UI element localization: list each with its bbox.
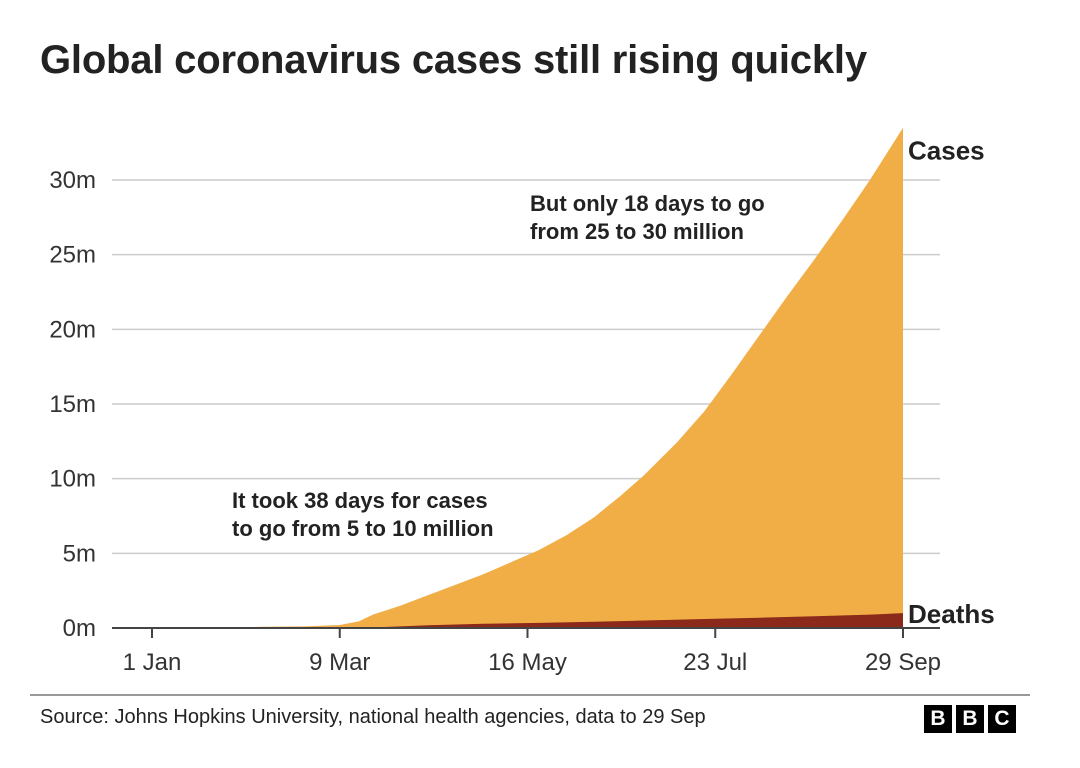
bbc-logo-letter: B	[924, 705, 952, 733]
bbc-logo-letter: B	[956, 705, 984, 733]
x-tick-label: 23 Jul	[683, 649, 747, 676]
y-tick-label: 25m	[49, 242, 96, 269]
y-tick-label: 15m	[49, 391, 96, 418]
y-tick-label: 5m	[63, 540, 96, 567]
series-label-deaths: Deaths	[908, 599, 995, 629]
annotation-text: from 25 to 30 million	[530, 219, 744, 244]
bbc-logo: B B C	[924, 705, 1016, 733]
chart-title: Global coronavirus cases still rising qu…	[40, 38, 867, 82]
x-tick-label: 16 May	[488, 649, 567, 676]
series-label-cases: Cases	[908, 136, 985, 166]
annotation-text: to go from 5 to 10 million	[232, 516, 494, 541]
x-tick-label: 1 Jan	[123, 649, 182, 676]
chart-area: 0m 5m 10m 15m 20m 25m 30m 1 Jan 9 Mar 16 May 23 Ju…	[49, 127, 995, 676]
y-tick-label: 30m	[49, 167, 96, 194]
y-tick-label: 0m	[63, 615, 96, 642]
x-tick-label: 9 Mar	[309, 649, 370, 676]
bbc-logo-letter: C	[988, 705, 1016, 733]
series-area-cases	[152, 127, 903, 628]
footer-divider	[30, 694, 1030, 696]
series-area-deaths	[152, 613, 903, 628]
annotation-text: But only 18 days to go	[530, 191, 765, 216]
annotation-text: It took 38 days for cases	[232, 488, 488, 513]
source-note: Source: Johns Hopkins University, nation…	[40, 706, 706, 728]
y-tick-label: 10m	[49, 466, 96, 493]
x-tick-label: 29 Sep	[865, 649, 941, 676]
y-tick-label: 20m	[49, 316, 96, 343]
